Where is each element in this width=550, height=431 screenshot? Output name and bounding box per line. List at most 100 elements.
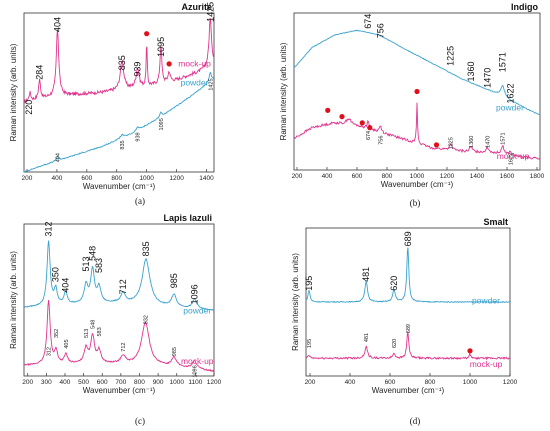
peak-label: 689 xyxy=(403,231,413,246)
peak-marker xyxy=(414,88,420,95)
panel-title: Indigo xyxy=(511,2,538,12)
x-tick-label: 300 xyxy=(41,379,52,386)
peak-label-small: 1360 xyxy=(469,136,475,148)
series-label-powder: powder xyxy=(183,306,211,316)
x-tick-label: 600 xyxy=(385,379,396,386)
peak-label-small: 1571 xyxy=(501,132,507,144)
x-tick-label: 1200 xyxy=(503,379,518,386)
peak-label: 1622 xyxy=(505,83,515,103)
series-line-powder xyxy=(293,29,541,116)
x-tick-label: 200 xyxy=(22,175,33,182)
peak-label: 481 xyxy=(361,267,371,282)
x-tick-label: 800 xyxy=(425,379,436,386)
caption-b: (b) xyxy=(410,198,421,208)
peak-label: 1360 xyxy=(466,62,476,82)
peak-label: 1470 xyxy=(483,68,493,88)
x-tick-label: 800 xyxy=(134,379,145,386)
x-tick-label: 400 xyxy=(345,379,356,386)
panel-title: Lapis lazuli xyxy=(163,213,212,223)
x-tick-label: 1200 xyxy=(440,173,455,180)
peak-label-small: 985 xyxy=(172,347,178,356)
peak-label-small: 1470 xyxy=(486,136,492,148)
peak-label-small: 689 xyxy=(406,324,412,333)
peak-label: 548 xyxy=(88,246,98,261)
peak-marker xyxy=(166,61,172,67)
peak-marker xyxy=(144,31,150,37)
peak-label: 835 xyxy=(117,55,127,70)
panel-title: Azurite xyxy=(181,2,212,12)
x-tick-label: 1000 xyxy=(139,175,154,182)
panel-azurite: 200 400 600 800 1000 1200 1400 Wavenumber (cm⁻¹… xyxy=(9,2,215,191)
series-line-powder xyxy=(305,247,511,304)
x-tick-label: 400 xyxy=(322,173,333,180)
series-label-mock-up: mock-up xyxy=(470,359,503,369)
peak-label-small: 674 xyxy=(366,131,372,140)
peak-label: 1225 xyxy=(446,46,456,66)
y-axis-label: Raman intensity (arb. units) xyxy=(9,43,18,141)
series-label-powder: powder xyxy=(496,102,524,112)
peak-label: 284 xyxy=(35,65,45,80)
peak-label: 1425 xyxy=(205,2,215,22)
series-label-powder: powder xyxy=(472,295,500,305)
peak-label: 1095 xyxy=(156,37,166,57)
x-tick-label: 200 xyxy=(22,379,33,386)
peak-label: 312 xyxy=(44,222,54,237)
peak-marker xyxy=(467,348,473,354)
series-line-mock-up xyxy=(23,18,215,104)
series-label-powder: powder xyxy=(181,77,209,87)
caption-d: (d) xyxy=(410,416,421,426)
peak-label-small: 312 xyxy=(47,347,53,356)
peak-label-small: 620 xyxy=(392,339,398,348)
panel-lapis-lazuli: 200 300 400 500 600 700 800 900 1000 1100 1200 Wave… xyxy=(9,213,222,395)
x-tick-label: 500 xyxy=(78,379,89,386)
plot-frame xyxy=(305,227,511,377)
peak-label-small: 832 xyxy=(143,315,149,324)
peak-label: 756 xyxy=(375,23,385,38)
x-tick-label: 400 xyxy=(60,379,71,386)
x-tick-label: 1400 xyxy=(470,173,485,180)
peak-label-small: 195 xyxy=(307,339,313,348)
caption-c: (c) xyxy=(135,416,145,426)
x-tick-label: 900 xyxy=(153,379,164,386)
panel-indigo: 200 400 600 800 1000 1200 1400 1600 1800 Wavenumb… xyxy=(279,2,545,189)
peak-label: 1096 xyxy=(190,284,200,304)
peak-label: 939 xyxy=(133,62,143,77)
x-tick-label: 600 xyxy=(97,379,108,386)
peak-label: 674 xyxy=(363,14,373,29)
series-line-powder xyxy=(23,240,215,312)
x-tick-label: 1800 xyxy=(530,173,545,180)
x-axis-label: Wavenumber (cm⁻¹) xyxy=(83,386,156,395)
peak-label-small: 1095 xyxy=(159,118,165,130)
x-tick-label: 1200 xyxy=(169,175,184,182)
x-tick-label: 800 xyxy=(382,173,393,180)
peak-label: 583 xyxy=(94,258,104,273)
x-tick-label: 1100 xyxy=(188,379,202,386)
peak-label-small: 939 xyxy=(136,132,142,141)
series-line-powder xyxy=(23,71,215,173)
x-axis-label: Wavenumber (cm⁻¹) xyxy=(372,386,445,395)
x-tick-label: 1400 xyxy=(199,175,214,182)
series-line-mock-up xyxy=(293,102,541,161)
x-tick-label: 200 xyxy=(305,379,316,386)
plot-frame xyxy=(23,12,215,173)
x-tick-label: 1200 xyxy=(207,379,222,386)
peak-label: 404 xyxy=(61,278,71,293)
peak-label: 712 xyxy=(118,279,128,294)
peak-label-small: 712 xyxy=(121,343,127,352)
peak-marker xyxy=(433,142,440,148)
x-tick-label: 700 xyxy=(115,379,126,386)
x-tick-label: 200 xyxy=(292,173,303,180)
series-label-mock-up: mock-up xyxy=(178,58,211,68)
peak-label-small: 1425 xyxy=(208,78,214,90)
peak-label-small: 481 xyxy=(364,333,370,342)
peak-label: 620 xyxy=(389,276,399,291)
x-tick-label: 600 xyxy=(352,173,363,180)
peak-marker xyxy=(325,107,331,113)
series-label-mock-up: mock-up xyxy=(497,151,530,161)
x-axis-label: Wavenumber (cm⁻¹) xyxy=(381,180,454,189)
peak-marker xyxy=(359,120,365,126)
y-axis-label: Raman intensity (arb. units) xyxy=(279,42,288,140)
y-axis-label: Raman intensity (arb. units) xyxy=(291,253,300,351)
x-tick-label: 1000 xyxy=(463,379,478,386)
